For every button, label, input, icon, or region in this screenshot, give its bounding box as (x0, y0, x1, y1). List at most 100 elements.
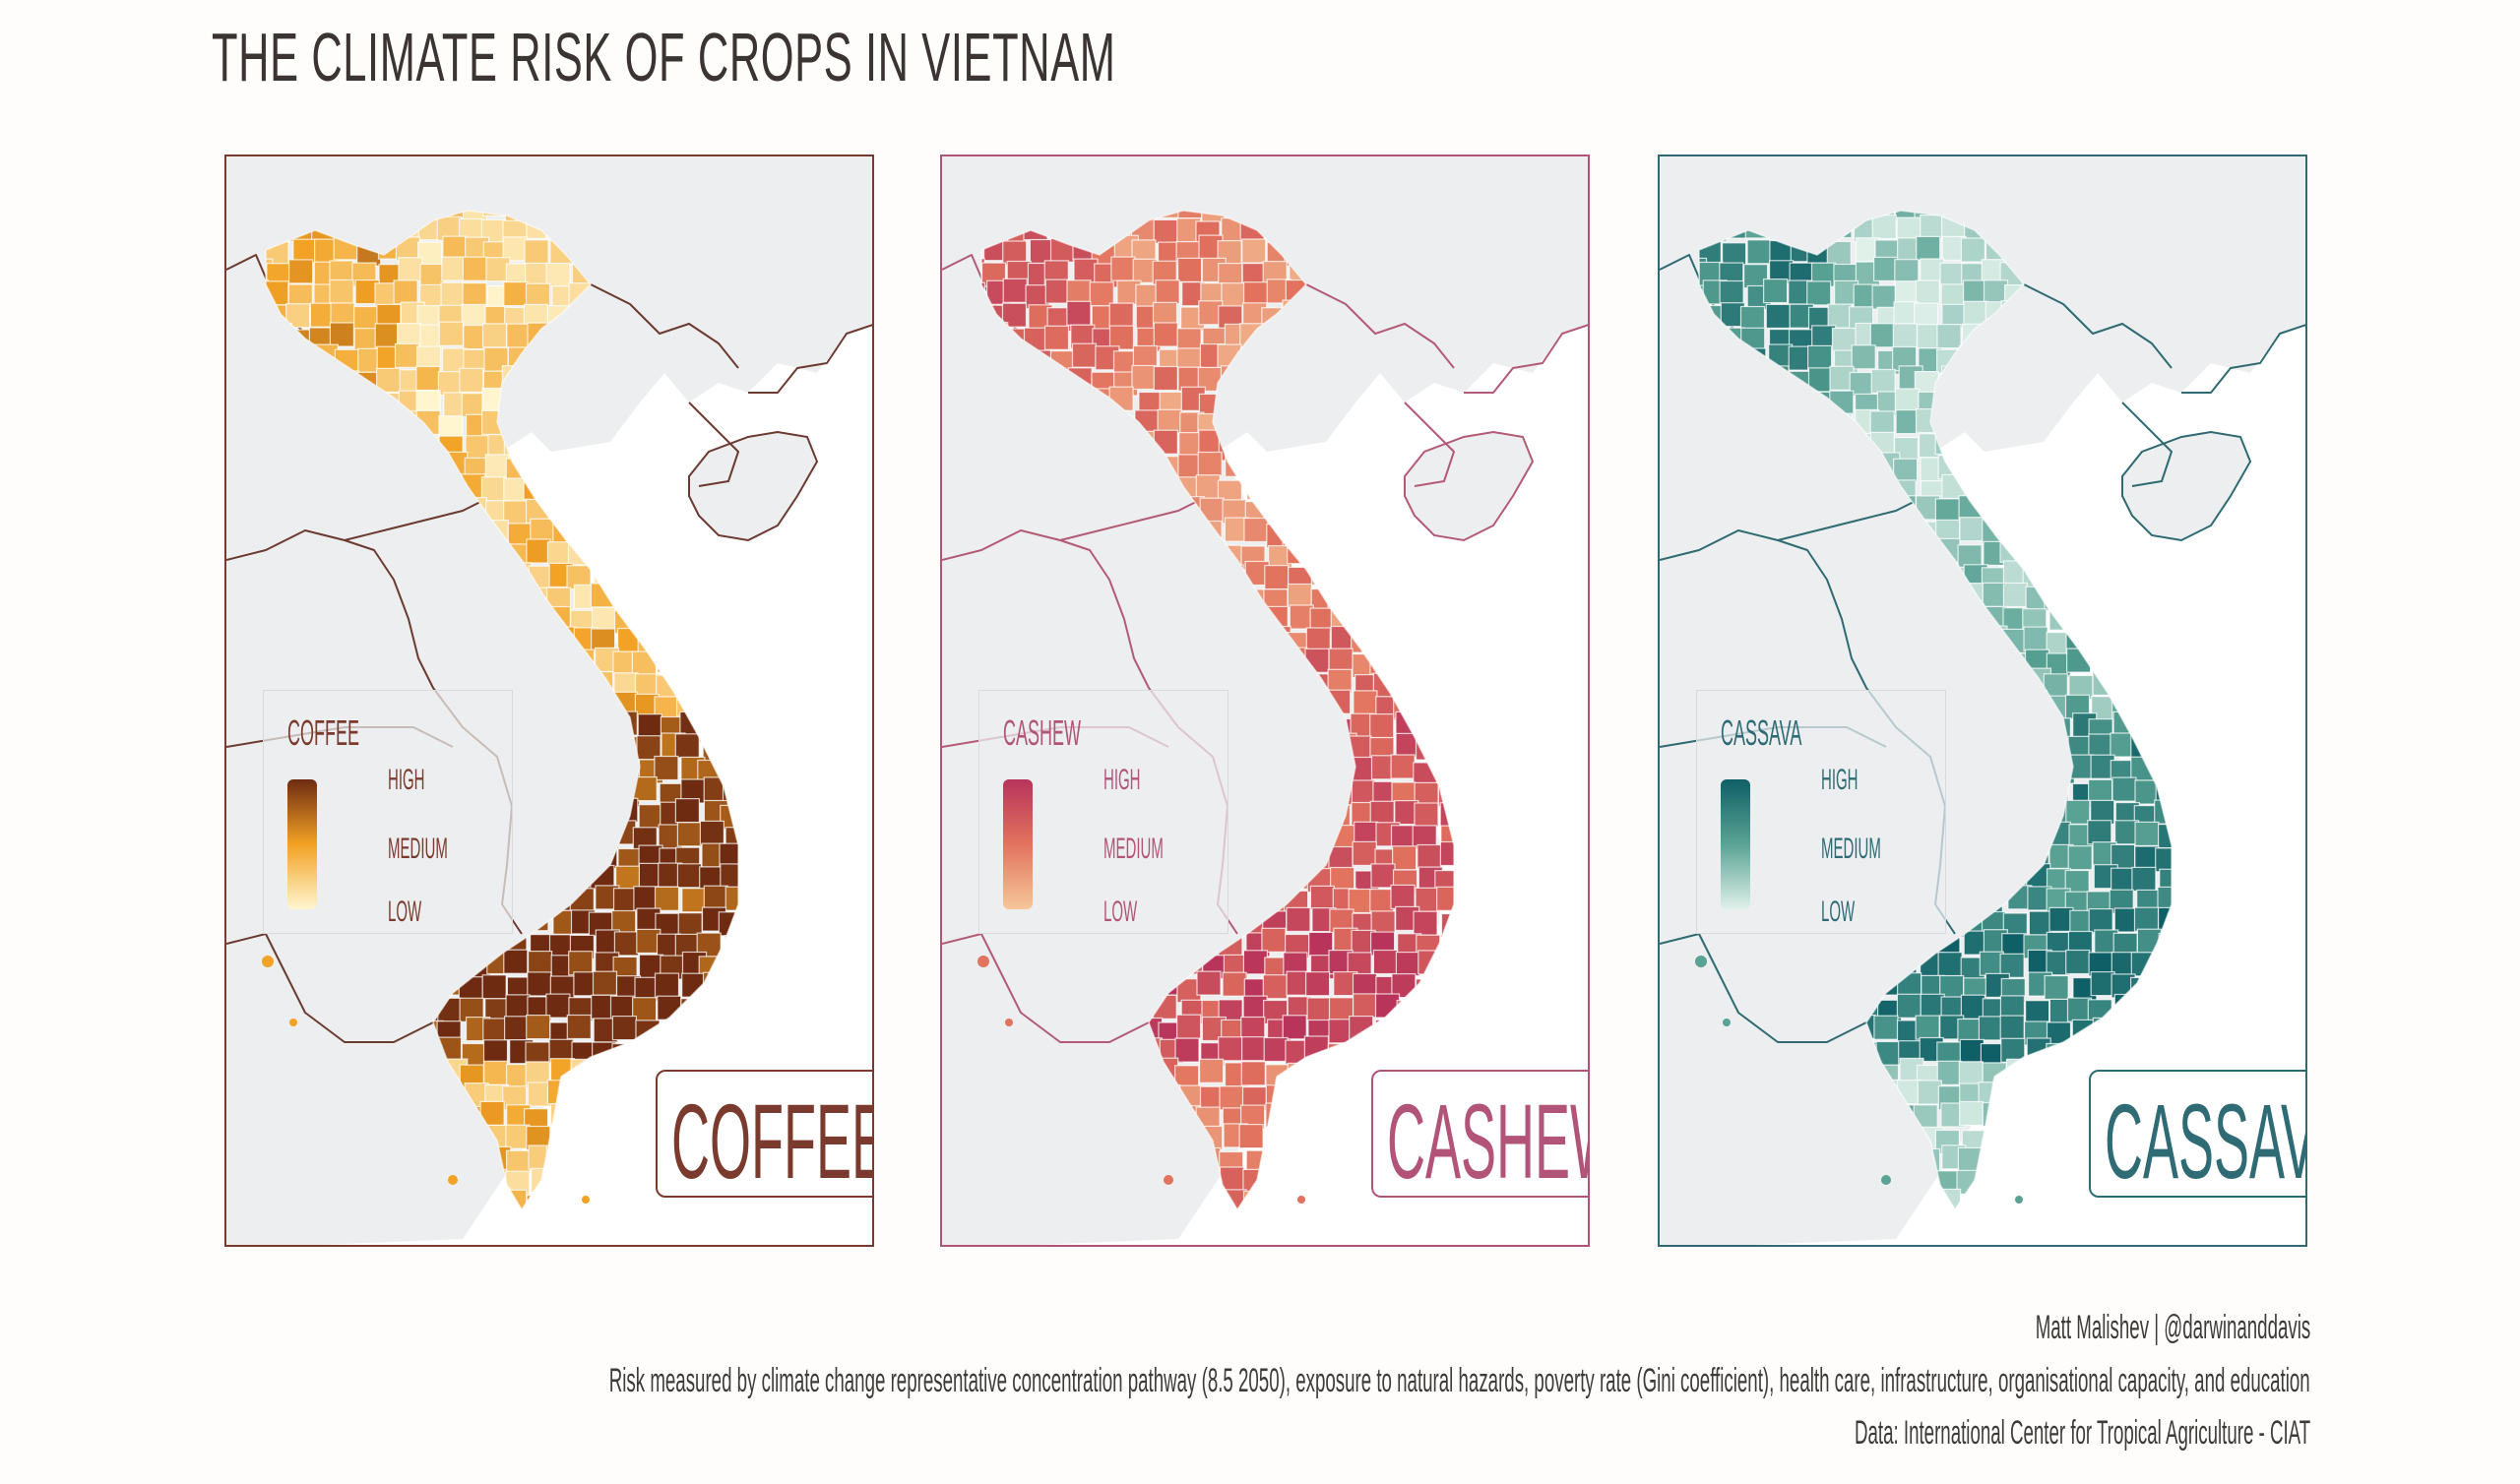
province-cell (2151, 697, 2172, 722)
province-cell (1960, 237, 1985, 263)
province-cell (1044, 278, 1070, 304)
province-cell (482, 1039, 509, 1065)
province-cell (486, 1231, 510, 1247)
province-cell (1457, 692, 1480, 715)
province-cell (1263, 1036, 1289, 1063)
province-cell (657, 1040, 682, 1067)
province-cell (2174, 762, 2198, 785)
province-cell (2002, 582, 2028, 608)
province-cell (1441, 1215, 1465, 1239)
province-cell (1066, 279, 1092, 305)
province-cell (2110, 627, 2136, 652)
province-cell (1287, 1127, 1312, 1152)
province-cell (721, 413, 738, 439)
crop-label-box: CASHEW (1371, 1070, 1588, 1201)
neighbouring-land (1660, 156, 2305, 1245)
province-cell (2089, 475, 2114, 501)
province-cell (1435, 673, 1454, 699)
legend-gradient-bar (287, 779, 317, 909)
province-cell (2158, 562, 2172, 587)
province-cell (1396, 999, 1421, 1025)
province-cell (2048, 496, 2074, 522)
province-cell (2109, 649, 2134, 674)
province-cell (1370, 390, 1396, 415)
province-cell (1348, 582, 1374, 607)
small-island (977, 956, 989, 967)
province-cell (1434, 1020, 1454, 1045)
province-cell (1267, 458, 1292, 483)
province-cell (744, 410, 768, 434)
province-cell (661, 519, 686, 544)
province-cell (675, 431, 701, 457)
province-cell (437, 371, 463, 397)
province-cell (1285, 498, 1310, 524)
province-cell (2175, 821, 2199, 844)
province-cell (572, 1104, 598, 1130)
neighbouring-land (226, 156, 872, 1245)
province-cell (1071, 342, 1098, 368)
province-cell (743, 936, 767, 959)
province-cell (720, 391, 738, 416)
province-cell (2044, 586, 2069, 611)
province-cell (1941, 473, 1967, 499)
province-cell (1353, 566, 1378, 591)
province-cell (746, 564, 770, 587)
province-cell (744, 589, 768, 613)
province-cell (2023, 626, 2048, 651)
province-cell (1329, 1236, 1353, 1247)
province-cell (681, 409, 707, 435)
province-cell (1851, 344, 1876, 370)
country-border (2121, 402, 2173, 487)
province-cell (1437, 648, 1454, 673)
province-cell (1310, 540, 1336, 566)
province-cell (1959, 1038, 1984, 1065)
province-cell (1418, 583, 1444, 608)
province-cell (2066, 455, 2092, 480)
province-cell (699, 717, 724, 743)
province-cell (1286, 906, 1311, 933)
province-cell (548, 475, 574, 501)
province-cell (720, 1214, 743, 1238)
province-cell (2110, 867, 2136, 893)
province-cell (1959, 1100, 1984, 1127)
province-cell (1352, 840, 1377, 867)
province-cell (1936, 1188, 1962, 1209)
province-cell (2152, 543, 2172, 569)
province-cell (502, 1189, 528, 1209)
province-cell (525, 1061, 550, 1086)
province-cell (571, 1129, 597, 1155)
province-cell (2131, 866, 2157, 893)
province-cell (1413, 695, 1438, 720)
province-cell (2047, 1058, 2072, 1083)
page-title: THE CLIMATE RISK OF CROPS IN VIETNAM (212, 19, 1116, 95)
province-cell (1937, 1236, 1961, 1247)
province-cell (592, 970, 618, 996)
province-cell (1461, 561, 1484, 585)
province-cell (1394, 670, 1419, 696)
province-cell (631, 650, 657, 676)
province-cell (2179, 1215, 2203, 1239)
province-cell (1155, 279, 1180, 305)
province-cell (748, 801, 772, 825)
province-cell (2088, 733, 2113, 759)
province-cell (719, 673, 738, 699)
province-cell (551, 1123, 577, 1148)
province-cell (548, 1192, 574, 1209)
province-cell (2046, 521, 2071, 546)
province-cell (2001, 523, 2027, 549)
province-cell (508, 1237, 532, 1247)
province-cell (1246, 474, 1272, 501)
province-cell (658, 581, 683, 606)
province-cell (2111, 539, 2137, 565)
province-cell (1941, 1208, 1967, 1209)
province-cell (2091, 410, 2116, 436)
province-cell (589, 1150, 614, 1176)
province-cell (2022, 1190, 2048, 1209)
province-cell (2046, 1217, 2069, 1241)
province-cell (1418, 630, 1443, 655)
province-cell (2087, 456, 2112, 481)
province-cell (1199, 1058, 1225, 1083)
province-cell (1871, 284, 1897, 310)
province-cell (594, 498, 619, 524)
province-cell (548, 1172, 574, 1199)
